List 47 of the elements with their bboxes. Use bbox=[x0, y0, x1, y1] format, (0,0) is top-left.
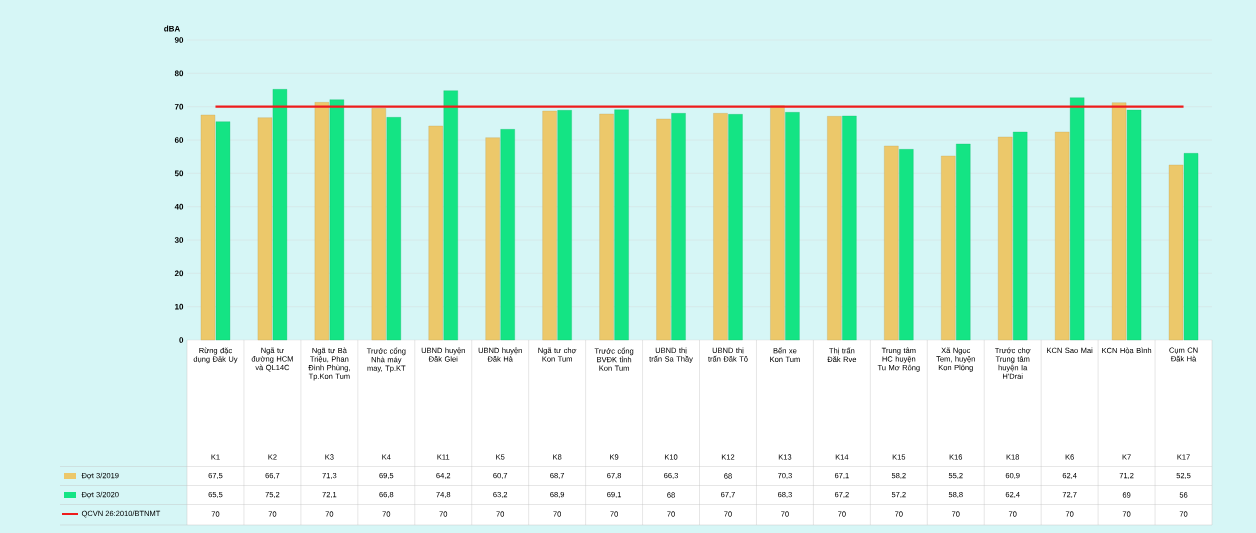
bar bbox=[1183, 153, 1199, 341]
bar bbox=[257, 117, 273, 341]
bar bbox=[386, 117, 401, 341]
bar bbox=[1126, 109, 1142, 341]
bar bbox=[770, 105, 785, 341]
bar bbox=[200, 114, 216, 341]
bar bbox=[542, 110, 557, 341]
y-tick-label: 20 bbox=[174, 270, 184, 277]
bar bbox=[1013, 131, 1028, 341]
y-tick-label: 30 bbox=[174, 237, 184, 243]
bar bbox=[671, 113, 686, 341]
bar bbox=[371, 108, 386, 341]
y-tick-label: 70 bbox=[174, 103, 184, 110]
bar bbox=[485, 137, 500, 341]
bar bbox=[272, 89, 288, 341]
bar bbox=[956, 143, 971, 341]
bar bbox=[614, 109, 629, 341]
bar bbox=[1111, 102, 1127, 341]
y-axis-title: dBA bbox=[164, 25, 181, 32]
bar bbox=[713, 113, 728, 341]
bar bbox=[1168, 164, 1184, 341]
bar bbox=[443, 90, 458, 341]
y-tick-label: 80 bbox=[174, 70, 184, 77]
y-tick-label: 50 bbox=[174, 170, 184, 177]
bar bbox=[500, 129, 515, 341]
bar bbox=[428, 125, 443, 341]
bar bbox=[884, 145, 899, 341]
bar bbox=[899, 149, 914, 341]
bar bbox=[557, 110, 572, 341]
bar bbox=[1055, 131, 1070, 341]
y-tick-label: 40 bbox=[174, 203, 184, 210]
bar bbox=[827, 116, 842, 341]
y-tick-label: 60 bbox=[174, 137, 184, 143]
bar bbox=[656, 118, 671, 341]
bar bbox=[842, 115, 857, 341]
bar bbox=[728, 114, 743, 341]
bar bbox=[785, 112, 800, 341]
bar bbox=[998, 136, 1013, 341]
bar bbox=[941, 155, 956, 341]
bar bbox=[599, 113, 614, 341]
y-tick-label: 90 bbox=[174, 37, 184, 43]
y-tick-label: 10 bbox=[175, 303, 184, 310]
y-tick-label: 0 bbox=[179, 337, 184, 343]
bar bbox=[1070, 97, 1085, 341]
bar bbox=[215, 121, 231, 341]
bar bbox=[314, 102, 330, 341]
bar bbox=[329, 99, 345, 341]
